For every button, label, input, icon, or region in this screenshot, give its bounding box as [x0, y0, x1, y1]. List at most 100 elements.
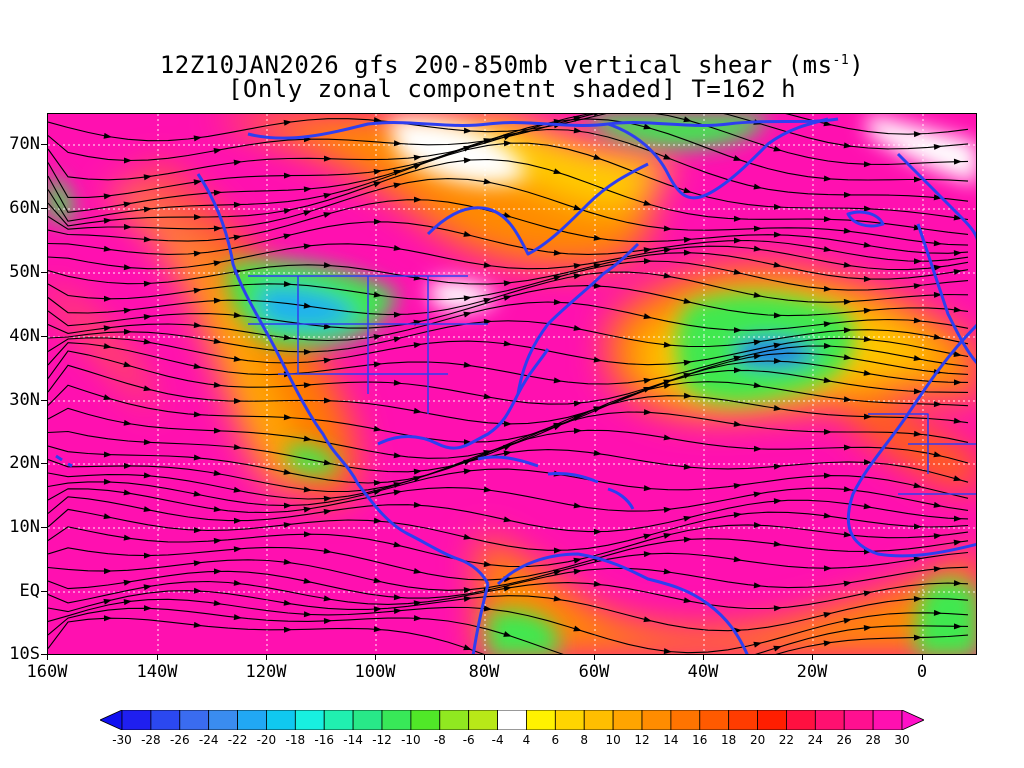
streamline-arrow	[413, 154, 422, 161]
streamline-arrow	[573, 400, 582, 407]
streamline-arrow	[573, 568, 582, 575]
streamline-arrow	[373, 168, 382, 175]
streamline-arrow	[503, 631, 512, 637]
streamline-arrow	[823, 285, 832, 292]
africa	[846, 323, 976, 558]
streamline-arrow	[773, 261, 782, 268]
streamline-arrow	[683, 392, 692, 399]
streamline-arrow	[103, 478, 112, 485]
streamline-arrow	[933, 143, 942, 150]
streamline-arrow	[503, 212, 512, 218]
streamline-arrow	[193, 587, 202, 594]
streamline-arrow	[933, 609, 942, 616]
streamline-arrow	[463, 644, 472, 651]
streamline-arrow	[103, 598, 112, 605]
colorbar-segment	[872, 710, 903, 730]
streamline-arrow	[753, 641, 762, 648]
colorbar-label: 28	[865, 733, 881, 747]
streamline-arrow	[283, 119, 292, 126]
streamline-arrow	[323, 323, 332, 330]
streamline-arrow	[283, 502, 292, 509]
streamline-arrow	[953, 475, 962, 482]
colorbar-label: 16	[692, 733, 708, 747]
streamline-arrow	[553, 569, 562, 576]
colorbar-label: 24	[807, 733, 823, 747]
na-west-coast	[196, 173, 490, 585]
colorbar-label: -28	[141, 733, 161, 747]
streamline-arrow	[663, 247, 672, 254]
streamline-arrow	[103, 193, 112, 200]
streamline-arrow	[773, 405, 782, 411]
streamline-arrow	[753, 245, 762, 252]
streamline-arrow	[663, 533, 672, 539]
streamline-arrow	[103, 325, 112, 332]
streamline-arrow	[503, 420, 512, 427]
streamline-arrow	[303, 506, 312, 513]
streamline-arrow	[213, 189, 222, 196]
streamline	[48, 429, 969, 493]
streamline	[48, 566, 969, 599]
streamline-arrow	[193, 527, 202, 534]
streamline-arrow	[213, 568, 222, 575]
streamline-arrow	[213, 537, 222, 544]
streamline-arrow	[193, 250, 202, 257]
streamline-arrow	[373, 489, 382, 496]
streamline-arrow	[393, 608, 402, 615]
hawaii	[55, 454, 73, 468]
colorbar-segment	[266, 710, 296, 730]
gulf-coast	[377, 348, 550, 450]
streamline-arrow	[303, 186, 312, 193]
streamline-arrow	[233, 159, 242, 166]
streamline-arrow	[933, 333, 942, 340]
streamline-arrow	[283, 233, 292, 240]
colorbar-segment	[352, 710, 383, 730]
colorbar-label: -8	[433, 733, 446, 747]
streamline-arrow	[373, 181, 382, 188]
streamline-arrow	[593, 154, 602, 160]
streamline-arrow	[593, 282, 602, 289]
lat-label: EQ	[19, 581, 40, 601]
streamline-arrow	[323, 262, 332, 269]
colorbar-label: -12	[372, 733, 392, 747]
streamline-arrow	[913, 556, 922, 563]
streamline-arrow	[103, 217, 112, 224]
streamline-arrow	[123, 419, 132, 426]
streamline-arrow	[303, 243, 312, 250]
streamline-arrow	[933, 264, 942, 271]
streamline-arrow	[213, 470, 222, 476]
streamline-arrow	[483, 605, 492, 612]
streamline-arrow	[643, 616, 652, 623]
streamline-arrow	[733, 268, 742, 275]
streamline-arrow	[913, 283, 922, 290]
streamline-arrow	[193, 560, 202, 567]
streamline-arrow	[593, 406, 602, 413]
streamline-arrow	[683, 597, 692, 604]
streamline	[48, 243, 969, 271]
streamline-arrow	[823, 321, 832, 328]
streamline-arrow	[123, 599, 132, 606]
streamline-arrow	[683, 297, 692, 304]
streamline-arrow	[823, 216, 832, 223]
streamline-arrow	[823, 342, 832, 349]
streamline-arrow	[823, 612, 832, 618]
streamline-arrow	[843, 327, 852, 334]
streamline	[48, 128, 969, 213]
streamline-arrow	[413, 342, 422, 349]
streamline-arrow	[143, 605, 152, 612]
streamline-arrow	[103, 394, 112, 400]
streamline-arrow	[573, 324, 582, 331]
streamline-arrow	[953, 268, 962, 275]
colorbar-label: -6	[462, 733, 475, 747]
streamline-arrow	[823, 472, 832, 479]
streamline-arrow	[773, 203, 782, 210]
lon-label: 40W	[687, 662, 719, 682]
streamline-arrow	[503, 516, 512, 523]
streamline-arrow	[773, 605, 782, 612]
streamline-arrow	[663, 225, 672, 232]
colorbar-max-arrow	[901, 710, 924, 730]
streamline-arrow	[573, 502, 582, 509]
streamline-arrow	[283, 172, 292, 179]
streamline-arrow	[863, 369, 872, 376]
colorbar-label: -20	[256, 733, 277, 747]
streamline-arrow	[123, 579, 132, 586]
